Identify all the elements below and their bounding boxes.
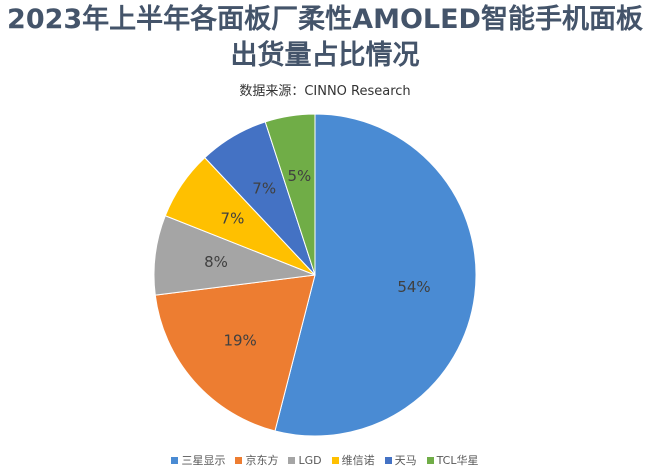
- chart-subtitle: 数据来源：CINNO Research: [239, 84, 411, 99]
- legend-item: LGD: [288, 452, 322, 468]
- legend: 三星显示 京东方 LGD 维信诺 天马 TCL华星: [0, 452, 650, 468]
- slice-data-label: 54%: [397, 278, 430, 296]
- slice-data-label: 7%: [221, 209, 245, 227]
- pie-slice: [154, 274, 316, 432]
- slice-data-label: 5%: [287, 167, 311, 185]
- legend-label: 京东方: [245, 454, 279, 467]
- slice-data-label: 19%: [223, 332, 256, 350]
- pie-slice: [274, 113, 477, 437]
- legend-item: 三星显示: [171, 452, 225, 468]
- legend-item: 京东方: [235, 452, 278, 468]
- legend-item: 维信诺: [331, 452, 375, 468]
- chart-title: 2023年上半年各面板厂柔性AMOLED智能手机面板: [7, 4, 643, 35]
- legend-swatch: [235, 456, 243, 464]
- legend-label: LGD: [298, 453, 322, 467]
- slice-data-label: 8%: [204, 253, 228, 271]
- legend-label: 天马: [394, 454, 417, 467]
- legend-label: 维信诺: [341, 454, 375, 467]
- legend-item: 天马: [384, 452, 417, 468]
- pie-slices: [153, 113, 477, 437]
- legend-swatch: [288, 456, 296, 464]
- legend-label: 三星显示: [181, 454, 226, 467]
- pie-slice: [264, 113, 316, 276]
- legend-swatch: [384, 456, 392, 464]
- chart-title-line-2: 出货量占比情况: [230, 40, 420, 71]
- slice-data-label: 7%: [252, 180, 276, 198]
- legend-label: TCL华星: [436, 454, 479, 467]
- legend-item: TCL华星: [426, 452, 479, 468]
- pie-labels: 54% 19% 8% 7% 7% 5%: [204, 167, 431, 350]
- legend-swatch: [426, 456, 434, 464]
- legend-swatch: [171, 456, 179, 464]
- legend-swatch: [331, 456, 339, 464]
